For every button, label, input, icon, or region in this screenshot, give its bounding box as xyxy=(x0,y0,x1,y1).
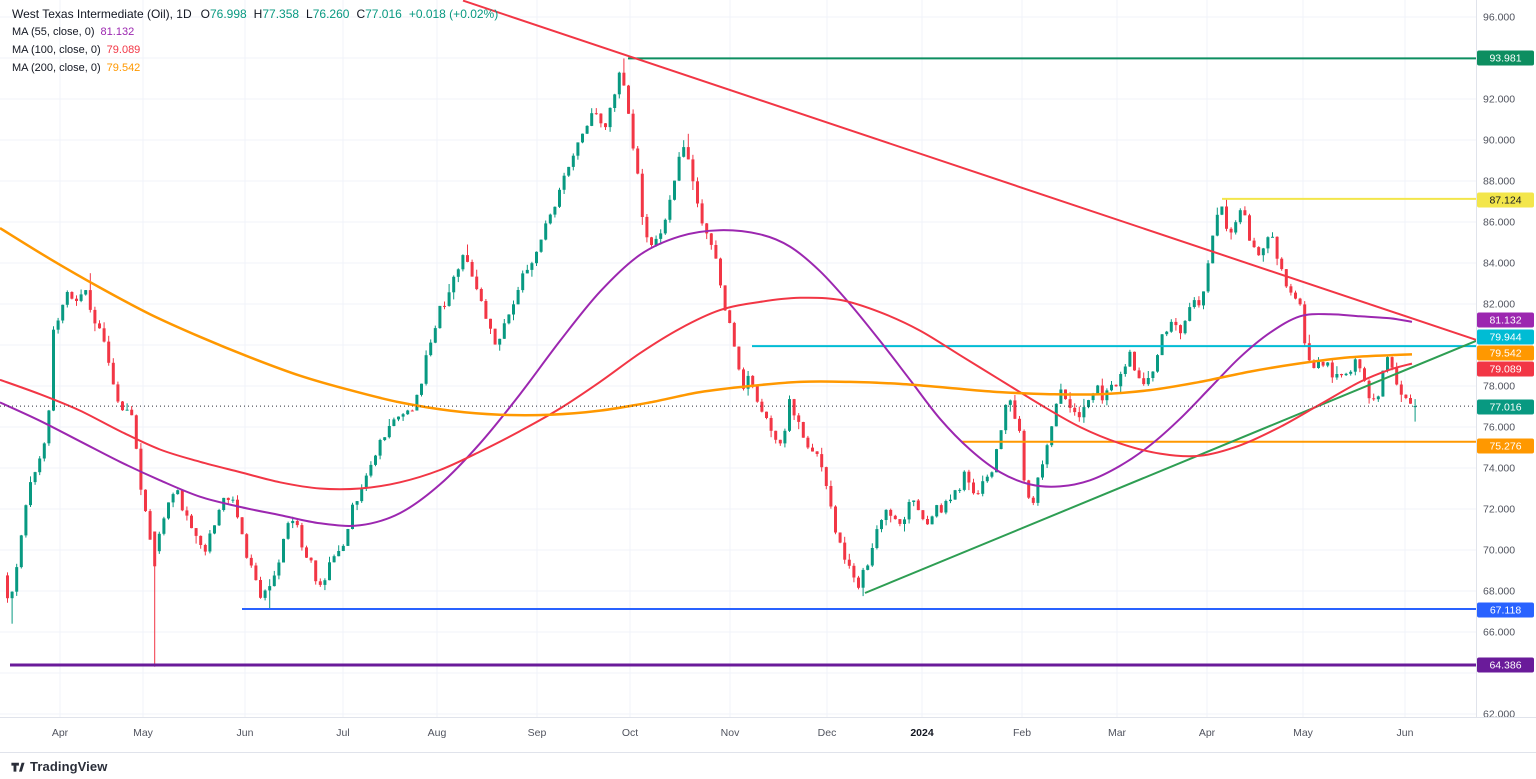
time-tick-label: Jun xyxy=(237,727,254,739)
ma-200-line[interactable] xyxy=(0,227,1413,417)
ma-100-line[interactable] xyxy=(0,296,1413,491)
price-tick-label: 72.000 xyxy=(1483,504,1515,516)
time-tick-label: Feb xyxy=(1013,727,1031,739)
price-badge xyxy=(1477,312,1534,328)
price-badge-label: 81.132 xyxy=(1489,315,1521,327)
time-tick-label: Jun xyxy=(1397,727,1414,739)
price-axis[interactable]: 96.000 92.000 90.000 88.000 86.000 84.000 82.0… xyxy=(1476,0,1536,720)
price-tick-label: 92.000 xyxy=(1483,94,1515,106)
time-tick-label: Aug xyxy=(428,727,447,739)
time-tick-label: Dec xyxy=(818,727,837,739)
time-tick-label: Oct xyxy=(622,727,638,739)
price-tick-label: 74.000 xyxy=(1483,463,1515,475)
time-tick-label: Apr xyxy=(52,727,69,739)
trendline-1[interactable] xyxy=(864,339,1477,594)
tradingview-logo-icon[interactable] xyxy=(10,759,25,774)
time-tick-label: Nov xyxy=(721,727,740,739)
price-tick-label: 76.000 xyxy=(1483,422,1515,434)
footer-bar: TradingView xyxy=(0,752,1536,779)
gridlines xyxy=(0,0,1476,717)
price-badge xyxy=(1477,602,1534,618)
price-badge xyxy=(1477,329,1534,345)
time-tick-label: 2024 xyxy=(910,727,934,739)
tradingview-wordmark[interactable]: TradingView xyxy=(30,758,108,774)
price-badge-label: 79.089 xyxy=(1489,364,1521,376)
time-tick-label: Apr xyxy=(1199,727,1216,739)
price-badge-label: 79.944 xyxy=(1489,332,1521,344)
price-tick-label: 68.000 xyxy=(1483,585,1515,597)
price-tick-label: 84.000 xyxy=(1483,258,1515,270)
price-tick-label: 82.000 xyxy=(1483,299,1515,311)
price-badge-label: 67.118 xyxy=(1490,605,1521,617)
price-tick-label: 86.000 xyxy=(1483,217,1515,229)
horizontal-level-lines xyxy=(10,57,1476,667)
price-badge xyxy=(1477,192,1534,208)
price-badge xyxy=(1477,399,1534,415)
trendlines xyxy=(462,0,1477,594)
ma-55-line[interactable] xyxy=(0,229,1413,527)
price-badge xyxy=(1477,438,1534,454)
price-badge xyxy=(1477,361,1534,377)
price-tick-label: 70.000 xyxy=(1483,544,1515,556)
price-badge xyxy=(1477,345,1534,361)
price-tick-label: 78.000 xyxy=(1483,381,1515,393)
time-tick-label: Mar xyxy=(1108,727,1127,739)
price-badge-label: 77.016 xyxy=(1489,402,1521,414)
price-badge xyxy=(1477,657,1534,673)
price-badge xyxy=(1477,50,1534,66)
price-tick-label: 90.000 xyxy=(1483,135,1515,147)
time-axis[interactable]: Apr May Jun Jul Aug Sep Oct Nov Dec 2024 Feb Mar Apr… xyxy=(0,717,1536,752)
price-tick-label: 66.000 xyxy=(1483,626,1515,638)
price-badge-label: 75.276 xyxy=(1489,441,1521,453)
price-badge-label: 93.981 xyxy=(1489,53,1521,65)
price-badge-label: 87.124 xyxy=(1489,195,1521,207)
price-tick-label: 96.000 xyxy=(1483,12,1515,24)
time-tick-label: Sep xyxy=(528,727,547,739)
price-tick-label: 88.000 xyxy=(1483,176,1515,188)
time-tick-label: May xyxy=(1293,727,1314,739)
price-badge-label: 64.386 xyxy=(1489,660,1521,672)
time-tick-label: May xyxy=(133,727,154,739)
trendline-0[interactable] xyxy=(462,0,1477,341)
time-tick-label: Jul xyxy=(336,727,349,739)
price-badge-label: 79.542 xyxy=(1489,348,1521,360)
